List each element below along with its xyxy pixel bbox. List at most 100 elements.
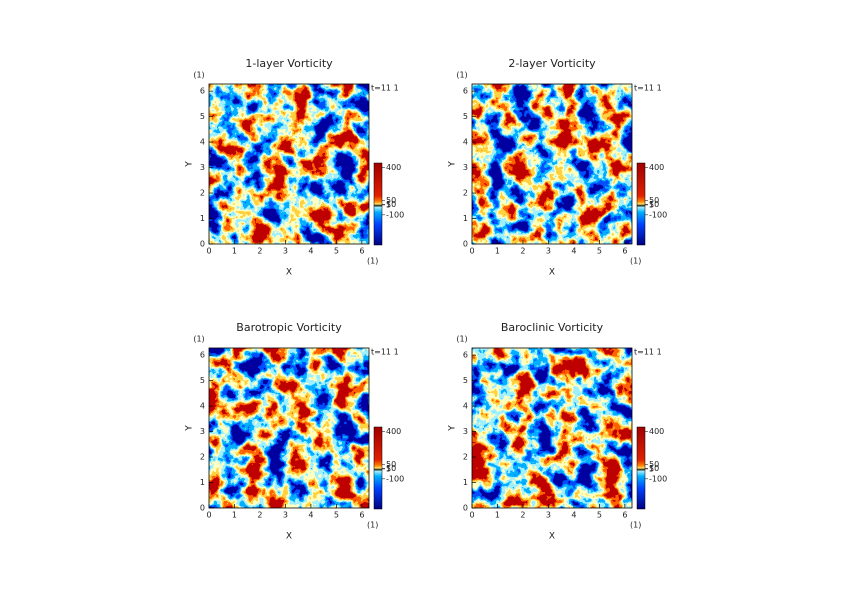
x-tick-label: 5 (334, 511, 339, 520)
vorticity-field (472, 348, 632, 508)
panel-title: 2-layer Vorticity (508, 57, 596, 70)
y-tick-label: 2 (200, 189, 205, 198)
y-tick-label: 1 (200, 478, 205, 487)
y-tick-label: 6 (200, 87, 205, 96)
y-unit: (1) (193, 71, 204, 80)
colorbar-tick-label: -100 (386, 210, 404, 219)
y-axis-label: Y (448, 161, 458, 168)
plot-frame (471, 83, 633, 245)
y-tick-label: 4 (200, 402, 205, 411)
plot-frame (208, 83, 370, 245)
vorticity-field (472, 84, 632, 244)
y-tick-label: 1 (463, 214, 468, 223)
x-unit: (1) (367, 257, 378, 266)
annotation: t=11 1 (371, 348, 399, 357)
x-tick-label: 3 (283, 511, 288, 520)
colorbar-tick-label: 50 (386, 196, 396, 205)
x-tick-label: 4 (571, 511, 576, 520)
y-tick-label: 1 (463, 478, 468, 487)
x-tick-label: 3 (546, 247, 551, 256)
x-tick-label: 3 (283, 247, 288, 256)
panel: Barotropic Vorticity (1) (1) t=11 1 X Y 0 1 2 3 4 5… (185, 321, 405, 542)
x-tick-label: 0 (469, 511, 474, 520)
y-axis-label: Y (185, 425, 195, 432)
x-tick-label: 6 (622, 247, 627, 256)
x-tick-label: 2 (257, 511, 262, 520)
colorbar-tick-label: -100 (649, 474, 667, 483)
x-tick-label: 4 (308, 247, 313, 256)
x-axis-label: X (286, 532, 292, 542)
x-tick-label: 0 (206, 511, 211, 520)
y-tick-label: 1 (200, 214, 205, 223)
y-unit: (1) (193, 335, 204, 344)
x-tick-label: 5 (597, 247, 602, 256)
annotation: t=11 1 (634, 348, 662, 357)
x-tick-label: 3 (546, 511, 551, 520)
y-tick-label: 4 (200, 138, 205, 147)
x-tick-label: 2 (520, 247, 525, 256)
vorticity-field (209, 84, 369, 244)
colorbar-tick-label: -100 (649, 210, 667, 219)
colorbar-tick-label: 10 (386, 464, 396, 473)
panel-title: Baroclinic Vorticity (501, 321, 604, 334)
y-tick-label: 5 (463, 112, 468, 121)
y-tick-label: 2 (463, 453, 468, 462)
x-tick-label: 6 (622, 511, 627, 520)
x-axis-label: X (286, 268, 292, 278)
colorbar-tick-label: 400 (649, 163, 664, 172)
colorbar (373, 426, 383, 510)
y-tick-label: 2 (463, 189, 468, 198)
x-unit: (1) (367, 521, 378, 530)
x-tick-label: 1 (232, 511, 237, 520)
colorbar-tick-label: 5 (649, 464, 654, 473)
x-tick-label: 4 (571, 247, 576, 256)
x-tick-label: 2 (257, 247, 262, 256)
y-tick-label: 3 (200, 163, 205, 172)
colorbar-tick-label: 10 (649, 200, 659, 209)
vorticity-field (209, 348, 369, 508)
panel: 2-layer Vorticity (1) (1) t=11 1 X Y 0 1 2 3 4 5 6 0 1… (448, 57, 668, 278)
x-axis-label: X (549, 268, 555, 278)
x-tick-label: 4 (308, 511, 313, 520)
colorbar-tick-label: 50 (649, 196, 659, 205)
colorbar-tick-label: 400 (386, 163, 401, 172)
y-tick-label: 5 (200, 112, 205, 121)
y-axis-label: Y (185, 161, 195, 168)
colorbar-tick-label: 10 (649, 464, 659, 473)
y-tick-label: 4 (463, 402, 468, 411)
y-tick-label: 0 (463, 240, 468, 249)
panel: Baroclinic Vorticity (1) (1) t=11 1 X Y 0 1 2 3 4 5… (448, 321, 668, 542)
y-tick-label: 6 (463, 87, 468, 96)
y-tick-label: 4 (463, 138, 468, 147)
colorbar-tick-label: 400 (649, 427, 664, 436)
colorbar-tick-label: 50 (386, 460, 396, 469)
y-tick-label: 6 (463, 351, 468, 360)
plot-frame (471, 347, 633, 509)
y-tick-label: 3 (463, 163, 468, 172)
y-tick-label: 3 (463, 427, 468, 436)
y-tick-label: 0 (200, 504, 205, 513)
y-axis-label: Y (448, 425, 458, 432)
x-axis-label: X (549, 532, 555, 542)
panel: 1-layer Vorticity (1) (1) t=11 1 X Y 0 1 2 3 4 5 6 0 1… (185, 57, 405, 278)
colorbar-tick-label: -100 (386, 474, 404, 483)
y-tick-label: 5 (200, 376, 205, 385)
colorbar-tick-label: 10 (386, 200, 396, 209)
colorbar-tick-label: 5 (386, 464, 391, 473)
y-tick-label: 6 (200, 351, 205, 360)
x-tick-label: 6 (359, 247, 364, 256)
x-tick-label: 5 (597, 511, 602, 520)
x-tick-label: 1 (495, 247, 500, 256)
annotation: t=11 1 (371, 84, 399, 93)
x-unit: (1) (630, 257, 641, 266)
colorbar-tick-label: 5 (386, 200, 391, 209)
plot-frame (208, 347, 370, 509)
colorbar-tick-label: 400 (386, 427, 401, 436)
y-unit: (1) (456, 335, 467, 344)
colorbar (636, 426, 646, 510)
panel-title: 1-layer Vorticity (245, 57, 333, 70)
x-tick-label: 0 (469, 247, 474, 256)
colorbar-tick-label: 50 (649, 460, 659, 469)
y-unit: (1) (456, 71, 467, 80)
